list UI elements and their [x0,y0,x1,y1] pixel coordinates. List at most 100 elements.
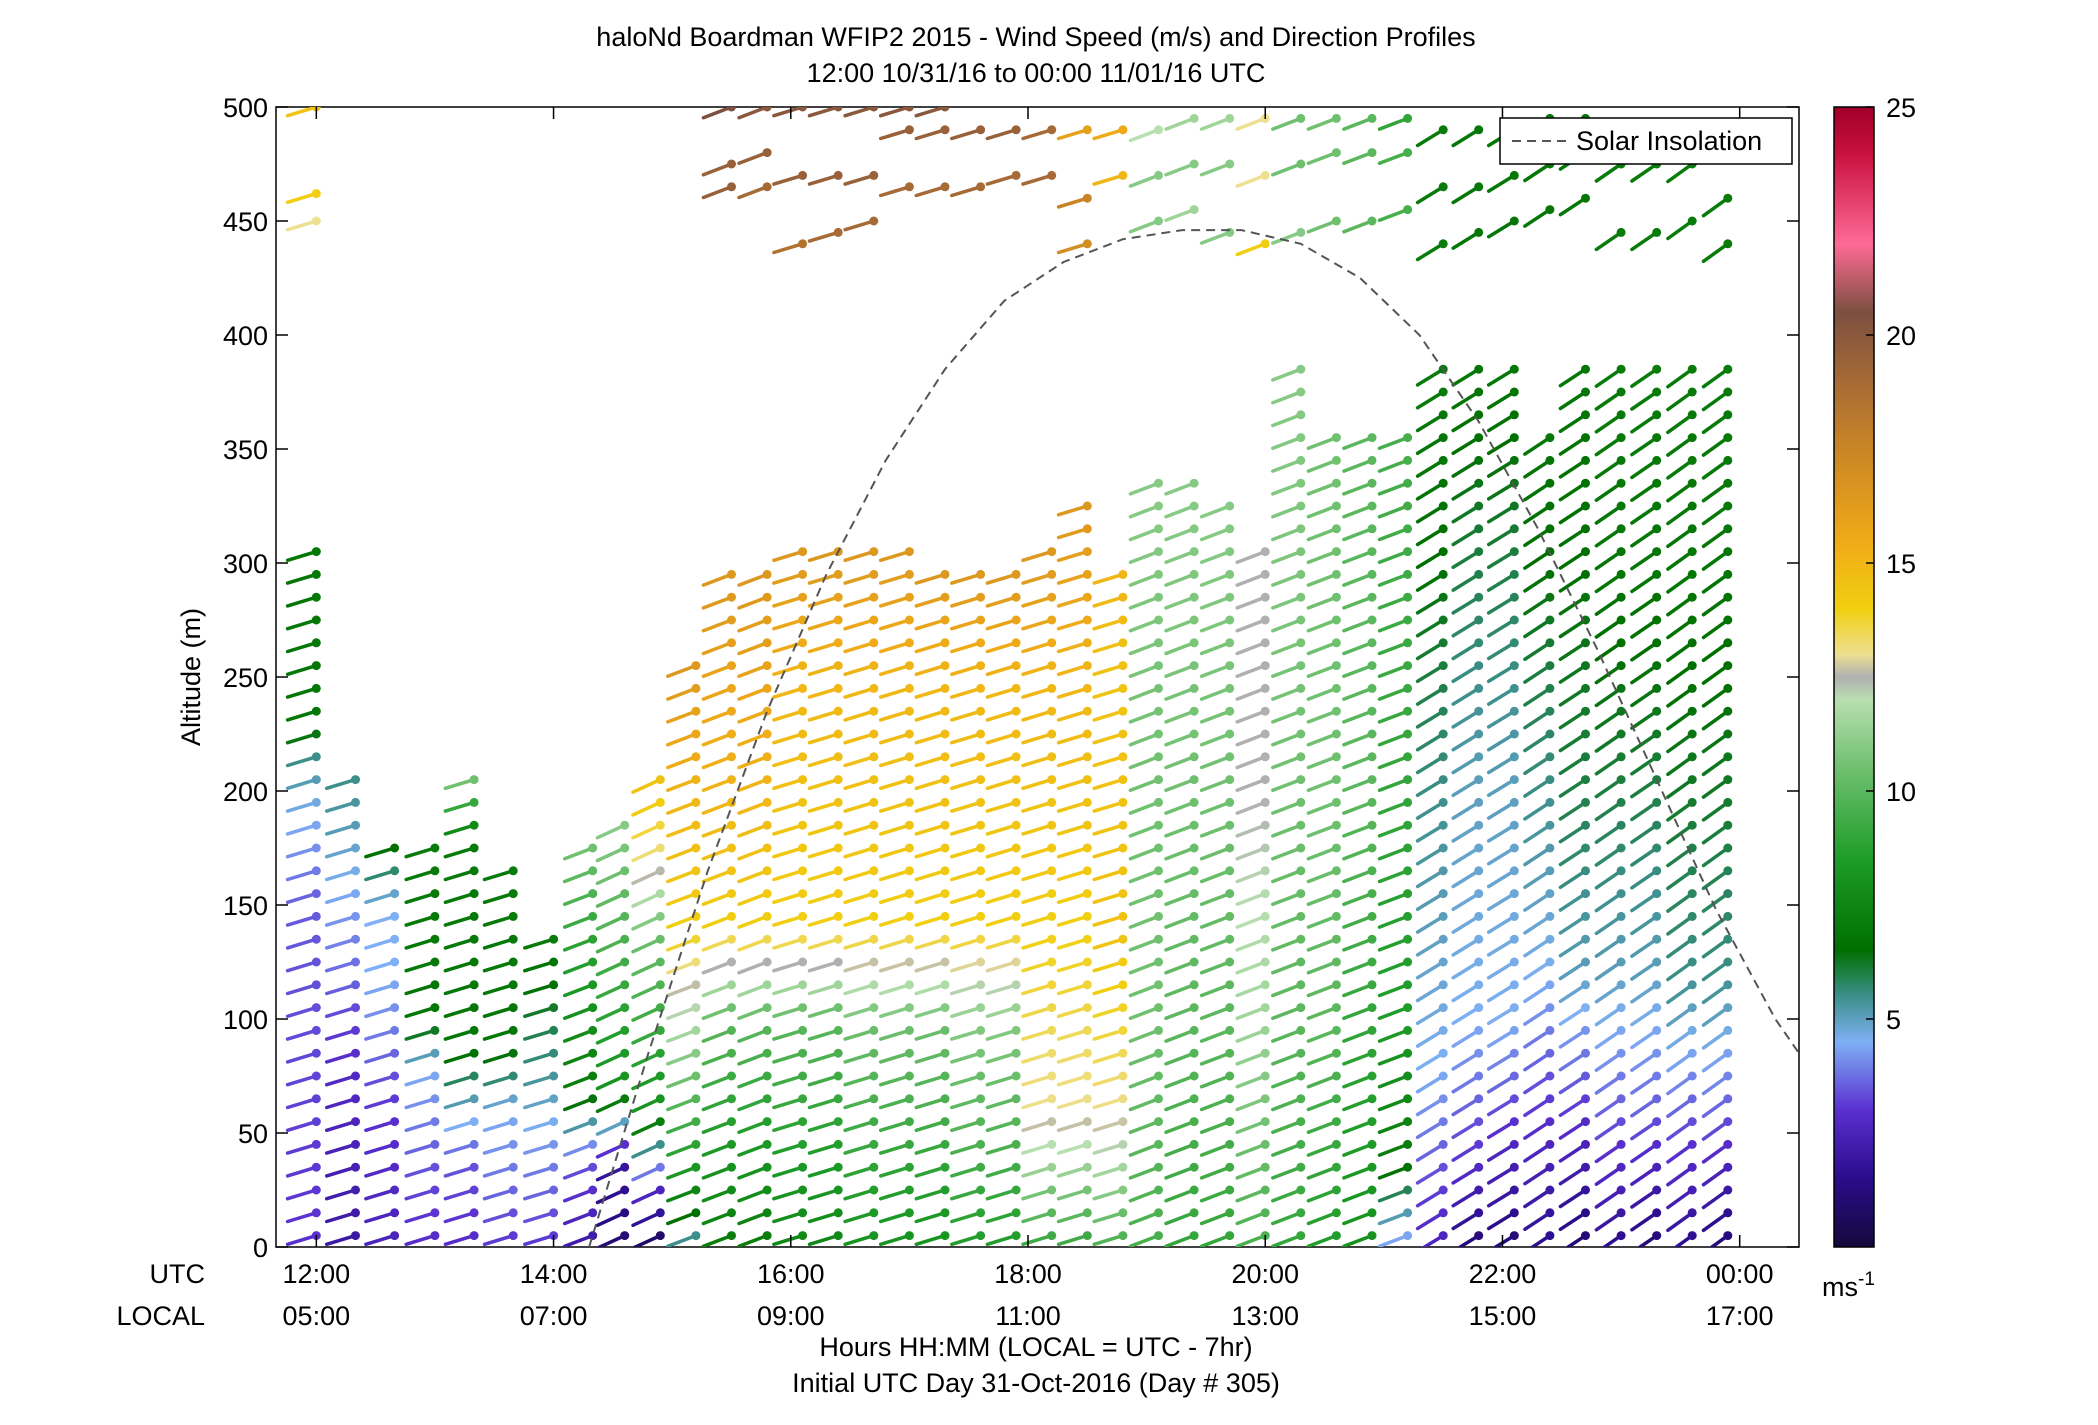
wind-barb-head [1047,1071,1057,1081]
wind-barb-head [588,1025,598,1035]
wind-barb-head [655,889,665,899]
wind-barb-head [1260,1208,1270,1218]
wind-barb-head [1403,661,1413,671]
wind-barb-head [311,683,321,693]
wind-barb [1271,1211,1303,1226]
wind-barb [985,1074,1018,1087]
wind-barb [1164,891,1196,907]
wind-barb-head [762,107,772,112]
wind-barb [737,960,769,975]
wind-barb [985,572,1018,585]
wind-barb [1056,777,1090,791]
wind-barb-head [869,1162,879,1172]
wind-barb-head [1652,683,1662,693]
wind-barb [443,1119,476,1133]
wind-barb-head [1118,1048,1128,1058]
wind-barb [1021,800,1054,813]
wind-barb [1415,618,1445,638]
wind-barb [737,107,769,120]
wind-barb-head [1118,638,1128,648]
wind-barb [285,1233,319,1247]
wind-barb [878,128,912,141]
wind-barb-head [976,683,986,693]
wind-barb-head [1260,934,1270,944]
wind-barb-head [588,1048,598,1058]
wind-barb-head [1082,775,1092,785]
wind-barb [1666,162,1694,184]
wind-barb [1415,823,1445,843]
wind-barb-head [727,957,736,967]
wind-barb [1342,595,1374,610]
wind-barb-head [727,1231,736,1241]
wind-barb [1377,732,1410,747]
wind-barb [1271,1165,1303,1180]
wind-barb [1594,1028,1623,1050]
wind-barb-head [1581,1117,1590,1127]
wind-barb [1523,458,1552,479]
wind-barb [595,1188,627,1205]
wind-barb [443,800,476,813]
wind-barb-head [1687,638,1697,648]
wind-barb-head [1723,775,1733,785]
wind-barb [1235,755,1267,770]
wind-barb-head [727,980,736,990]
wind-barb [1092,937,1125,950]
wind-barb-head [549,1071,559,1081]
wind-barb-head [762,797,772,807]
wind-barb [443,1188,476,1201]
wind-barb-head [904,1185,914,1195]
wind-barb-head [940,107,950,112]
wind-barb [1523,755,1552,776]
wind-barb-head [549,957,559,967]
wind-barb-head [1652,1162,1662,1172]
wind-barb [1558,755,1588,776]
wind-barb [1486,367,1517,387]
wind-barb [523,1074,556,1087]
wind-barb [1486,709,1517,729]
wind-barb [1199,1188,1232,1203]
wind-barb-head [1260,1003,1270,1013]
wind-barb [914,185,947,198]
wind-barb [985,1051,1018,1064]
wind-barb-head [351,1162,360,1172]
wind-barb-head [833,683,843,693]
wind-barb [950,869,983,882]
wind-barb [1342,663,1374,679]
wind-barb-head [311,843,321,853]
wind-barb-head [691,1208,701,1218]
wind-barb [1594,481,1623,502]
wind-barb [1342,1005,1374,1021]
wind-barb [1701,435,1730,457]
wind-barb-head [798,957,808,967]
wind-barb-head [691,820,701,830]
wind-barb-head [1723,569,1733,579]
wind-barb-head [508,934,518,944]
wind-barb [985,686,1018,699]
wind-barb [807,1165,840,1178]
wind-barb-head [869,216,879,226]
wind-barb [324,1142,358,1155]
wind-barb [1451,572,1481,592]
wind-barb-head [1260,1162,1270,1172]
wind-barb [285,595,319,608]
wind-barb-head [1403,911,1413,921]
wind-barb-head [1581,1185,1590,1195]
wind-barb [1021,1028,1054,1041]
wind-barb [843,914,876,927]
wind-barb-head [833,866,843,876]
wind-barb [1456,1233,1481,1247]
wind-barb [1523,777,1552,798]
wind-barb-head [1331,1071,1341,1081]
wind-barb-head [762,1185,772,1195]
wind-barb [985,983,1018,996]
wind-barb-head [430,1048,440,1058]
wind-barb-head [1438,911,1448,921]
wind-barb [1594,732,1623,753]
wind-barb-head [1509,1094,1519,1104]
wind-barb [772,960,805,973]
wind-barb [1164,846,1196,861]
wind-barb [1701,367,1730,389]
wind-barb [1486,869,1517,889]
wind-barb [1666,641,1694,663]
